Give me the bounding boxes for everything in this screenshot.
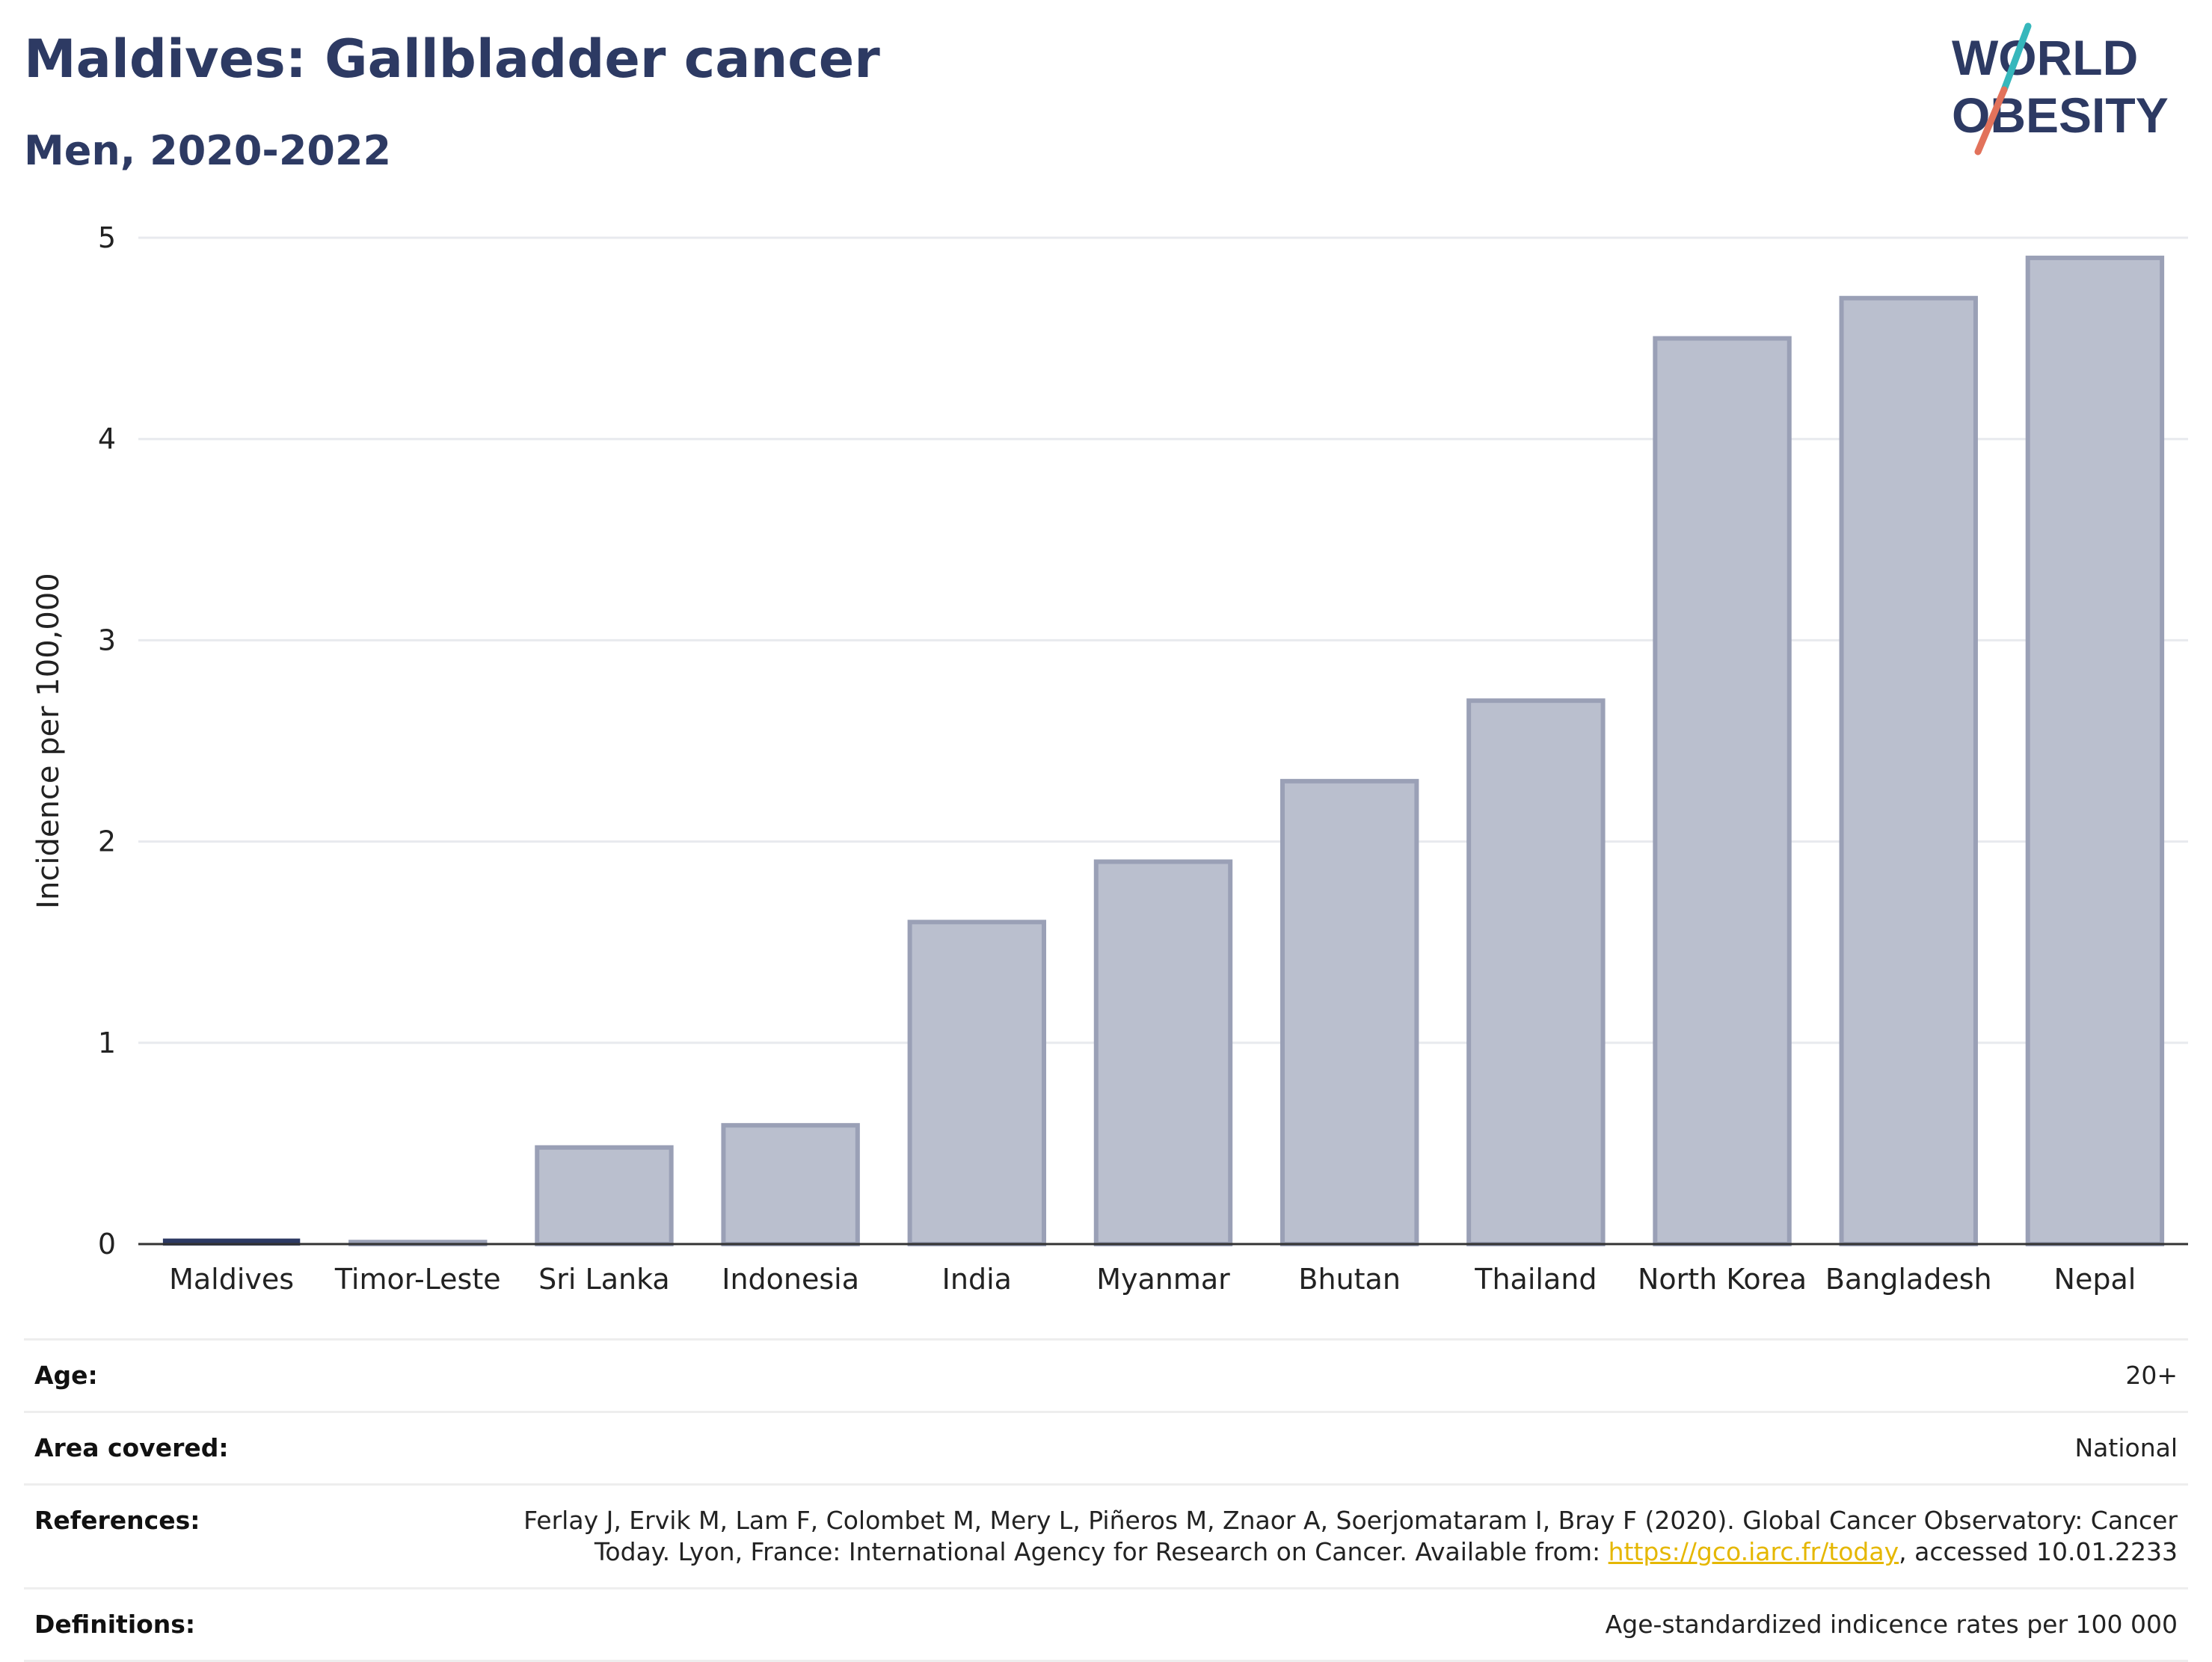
meta-value-age: 20+ [2125,1361,2178,1390]
y-tick-label: 3 [98,624,116,656]
bar [721,1123,860,1246]
reference-line2-post: , accessed 10.01.2233 [1899,1537,2178,1566]
x-tick-label: Bangladesh [1825,1263,1992,1296]
x-tick-label: Timor-Leste [334,1263,501,1296]
y-tick-label: 1 [98,1027,116,1059]
reference-line1: Ferlay J, Ervik M, Lam F, Colombet M, Me… [523,1506,2178,1535]
bar [1279,778,1419,1246]
meta-row-references: References: Ferlay J, Ervik M, Lam F, Co… [24,1483,2188,1587]
meta-label-definitions: Definitions: [34,1610,196,1639]
reference-line2-pre: Today. Lyon, France: International Agenc… [594,1537,1609,1566]
meta-row-age: Age: 20+ [24,1338,2188,1411]
bar [1093,859,1233,1247]
meta-label-age: Age: [34,1361,98,1390]
meta-row-definitions: Definitions: Age-standardized indicence … [24,1587,2188,1662]
bar [2025,255,2165,1246]
metadata-table: Age: 20+ Area covered: National Referenc… [24,1338,2188,1662]
bar [1653,336,1792,1247]
x-tick-label: Sri Lanka [538,1263,670,1296]
meta-label-references: References: [34,1506,200,1535]
x-tick-label: Indonesia [722,1263,859,1296]
y-axis-label: Incidence per 100,000 [31,573,66,909]
x-tick-label: India [942,1263,1012,1296]
logo-line1: WORLD [1952,30,2138,85]
bar [907,920,1047,1247]
chart-title: Maldives: Gallbladder cancer [24,28,880,90]
x-tick-label: Bhutan [1298,1263,1401,1296]
x-tick-label: Maldives [169,1263,294,1296]
world-obesity-logo: WORLD OBESITY [1952,22,2169,156]
meta-row-area: Area covered: National [24,1411,2188,1483]
bar-chart: 0 1 2 3 4 5 Incidence per 100,000 Maldives Timor… [31,221,2188,1296]
y-tick-label: 0 [98,1228,116,1261]
x-tick-label: Thailand [1474,1263,1597,1296]
meta-value-area: National [2074,1433,2178,1462]
y-tick-label: 5 [98,221,116,254]
x-tick-label: Nepal [2054,1263,2136,1296]
bar [1839,295,1978,1246]
meta-label-area: Area covered: [34,1433,229,1462]
chart-subtitle: Men, 2020-2022 [24,127,392,174]
x-tick-label: North Korea [1638,1263,1807,1296]
reference-link[interactable]: https://gco.iarc.fr/today [1608,1537,1899,1566]
y-tick-label: 2 [98,825,116,858]
x-tick-label: Myanmar [1096,1263,1230,1296]
meta-value-references: Ferlay J, Ervik M, Lam F, Colombet M, Me… [523,1505,2178,1568]
meta-value-definitions: Age-standardized indicence rates per 100… [1605,1610,2178,1639]
bar [535,1145,674,1247]
bar [1466,698,1606,1246]
y-tick-label: 4 [98,422,116,455]
